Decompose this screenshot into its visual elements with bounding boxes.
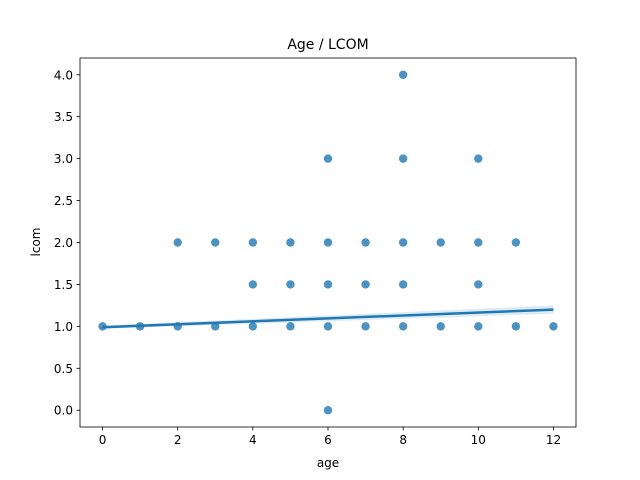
x-tick-label: 6 — [324, 433, 332, 447]
data-point — [173, 238, 182, 247]
data-point — [436, 322, 445, 331]
data-point — [361, 280, 370, 289]
y-tick-label: 1.0 — [54, 320, 73, 334]
x-axis-title: age — [317, 456, 339, 470]
chart-title: Age / LCOM — [287, 37, 368, 53]
data-point — [286, 280, 295, 289]
y-tick-label: 1.5 — [54, 278, 73, 292]
y-tick-label: 0.0 — [54, 404, 73, 418]
y-tick-label: 3.0 — [54, 152, 73, 166]
data-point — [248, 280, 258, 289]
data-point — [211, 238, 220, 247]
y-tick-label: 2.0 — [54, 236, 73, 250]
data-point — [398, 154, 408, 163]
data-point — [323, 322, 333, 331]
data-point — [549, 322, 558, 331]
y-tick-label: 2.5 — [54, 194, 73, 208]
regression-line — [102, 308, 554, 329]
data-point — [474, 322, 483, 331]
x-tick-label: 2 — [174, 433, 182, 447]
x-tick-label: 0 — [99, 433, 107, 447]
data-point — [323, 280, 333, 289]
y-tick-label: 4.0 — [54, 68, 73, 82]
data-point — [474, 154, 483, 163]
data-point — [248, 322, 258, 331]
data-point — [398, 238, 408, 247]
x-tick-label: 8 — [399, 433, 407, 447]
data-point — [398, 70, 408, 79]
plot-area — [98, 70, 558, 415]
data-point — [323, 406, 333, 415]
x-axis: 0 2 4 6 8 10 12 — [99, 427, 561, 447]
y-tick-label: 3.5 — [54, 110, 73, 124]
data-point — [361, 238, 370, 247]
data-point — [398, 280, 408, 289]
y-axis: 0.0 0.5 1.0 1.5 2.0 2.5 3.0 3.5 4.0 — [54, 68, 80, 418]
data-point — [248, 238, 258, 247]
x-tick-label: 12 — [546, 433, 561, 447]
data-point — [398, 322, 408, 331]
data-point — [286, 238, 295, 247]
data-point — [286, 322, 295, 331]
data-point — [323, 238, 333, 247]
x-tick-label: 10 — [471, 433, 486, 447]
y-axis-title: lcom — [29, 228, 43, 257]
data-point — [511, 322, 521, 331]
data-point — [474, 280, 483, 289]
y-tick-label: 0.5 — [54, 362, 73, 376]
data-point — [511, 238, 521, 247]
x-tick-label: 4 — [249, 433, 257, 447]
data-point — [211, 322, 220, 331]
data-point — [474, 238, 483, 247]
data-point — [323, 154, 333, 163]
data-point — [361, 322, 370, 331]
data-point — [436, 238, 445, 247]
